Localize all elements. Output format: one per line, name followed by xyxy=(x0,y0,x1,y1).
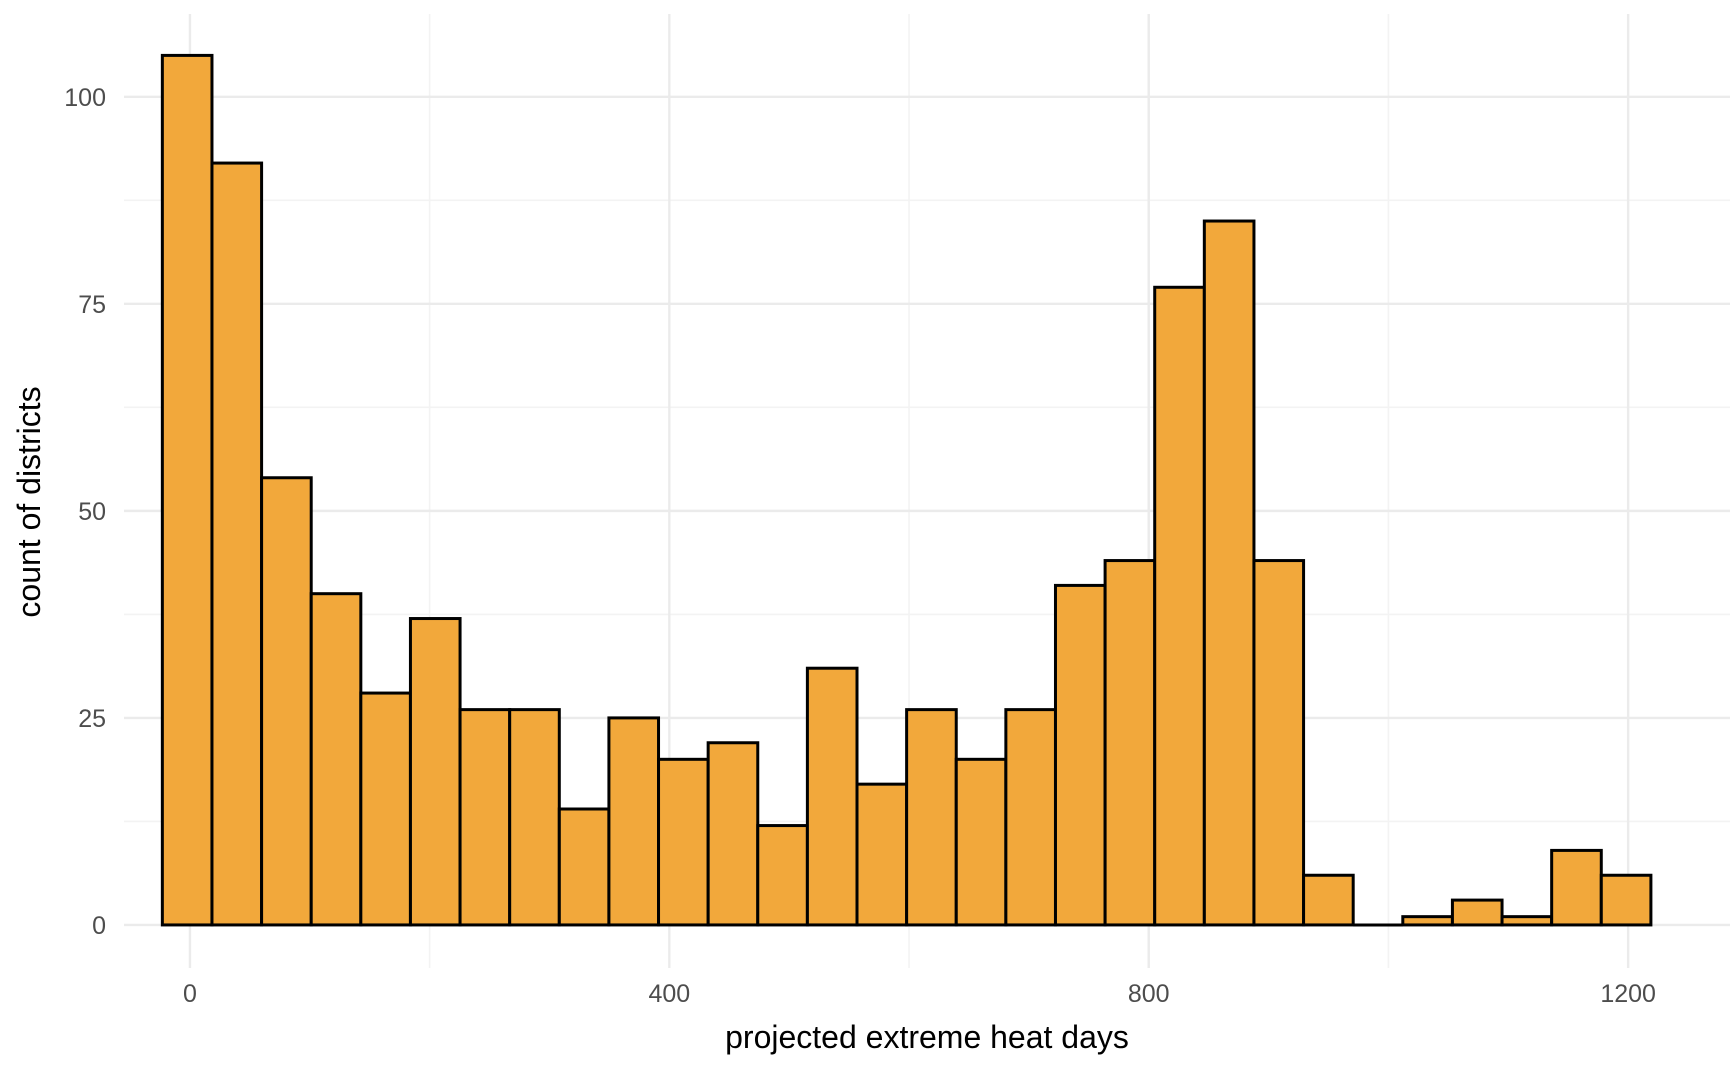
histogram-bar xyxy=(756,824,809,927)
x-tick-label: 400 xyxy=(648,980,690,1008)
histogram-bar xyxy=(1302,873,1355,927)
y-axis-tick-labels: 0 25 50 75 100 xyxy=(64,84,106,940)
x-tick-label: 800 xyxy=(1128,980,1170,1008)
histogram-bar xyxy=(408,617,462,927)
histogram-bar xyxy=(260,476,313,927)
histogram-bar xyxy=(706,741,760,927)
histogram-bar xyxy=(855,782,909,927)
y-tick-label: 50 xyxy=(78,498,106,526)
y-tick-label: 25 xyxy=(78,705,106,733)
x-axis-title: projected extreme heat days xyxy=(725,1019,1129,1055)
y-axis-title: count of districts xyxy=(11,386,47,617)
histogram-bar xyxy=(1202,219,1256,927)
histogram-bar xyxy=(954,757,1008,927)
histogram-bar xyxy=(1450,898,1504,927)
histogram-bar xyxy=(1252,559,1306,927)
histogram-bar xyxy=(1053,583,1107,927)
histogram-bar xyxy=(1004,708,1057,927)
histogram-bar xyxy=(805,666,859,927)
histogram-bar xyxy=(607,716,661,927)
histogram-bar xyxy=(557,807,611,927)
histogram-bar xyxy=(905,708,958,927)
x-tick-label: 0 xyxy=(183,980,197,1008)
histogram-bar xyxy=(1401,915,1454,927)
y-tick-label: 75 xyxy=(78,291,106,319)
histogram-bar xyxy=(1153,285,1206,927)
histogram-bar xyxy=(458,708,512,927)
histogram-bar xyxy=(309,592,363,927)
x-axis-tick-labels: 0 400 800 1200 xyxy=(183,980,1656,1008)
histogram-bar xyxy=(210,161,264,927)
histogram-bars xyxy=(160,53,1653,927)
histogram-bar xyxy=(1599,873,1653,927)
histogram-bar xyxy=(1550,848,1603,927)
histogram-bar xyxy=(160,53,214,927)
histogram-bar xyxy=(657,757,710,927)
histogram-bar xyxy=(1103,559,1157,927)
histogram-bar xyxy=(508,708,561,927)
histogram-bar xyxy=(359,691,412,927)
y-tick-label: 0 xyxy=(92,912,106,940)
histogram-bar xyxy=(1500,915,1554,927)
y-tick-label: 100 xyxy=(64,84,106,112)
x-tick-label: 1200 xyxy=(1600,980,1656,1008)
